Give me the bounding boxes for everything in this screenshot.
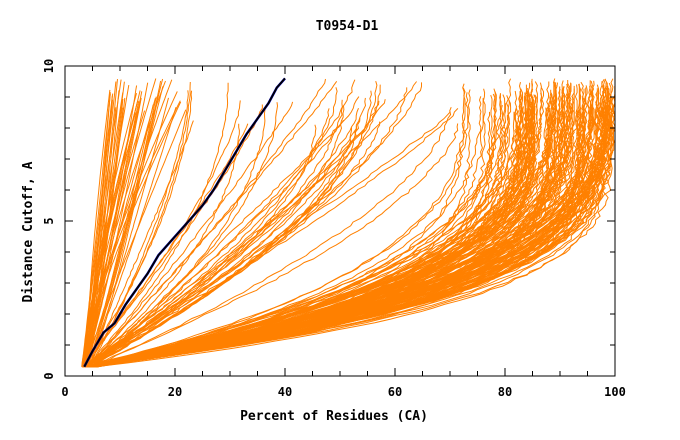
model-line [90,109,266,368]
model-line [88,120,194,367]
model-line [86,79,118,367]
model-line [82,83,465,368]
axis-ticks: 0 20 40 60 80 100 0 5 10 [42,59,626,399]
model-line [89,127,353,368]
model-line [86,81,191,367]
model-line [87,104,154,367]
x-axis-label: Percent of Residues (CA) [240,409,428,424]
model-line [82,104,263,367]
chart-title: T0954-D1 [316,19,379,34]
model-line [83,105,345,368]
x-tick-label: 0 [61,385,68,399]
model-line [86,99,510,368]
model-line [82,93,502,368]
x-tick-label: 60 [388,385,402,399]
y-tick-label: 10 [42,59,56,73]
model-line [93,94,506,368]
model-line [84,96,615,368]
model-line [96,97,608,368]
model-line [90,100,380,368]
model-line [86,123,240,368]
model-line [87,78,326,368]
y-tick-label: 5 [42,217,56,224]
y-axis-label: Distance Cutoff, A [21,161,36,302]
model-line [87,92,469,368]
x-tick-label: 80 [498,385,512,399]
model-line [89,101,294,367]
model-line [81,93,111,367]
model-line [83,96,569,368]
model-line [97,82,542,368]
model-line [87,101,534,368]
model-line [88,109,615,368]
model-line [83,95,581,368]
model-line [83,79,173,367]
model-line [82,112,137,367]
model-line [86,108,359,368]
model-line [95,84,527,368]
highlight-line [83,77,286,368]
model-line [86,82,229,367]
x-tick-label: 40 [278,385,292,399]
model-line [86,108,459,368]
model-line [91,81,417,367]
model-line [82,102,279,368]
model-line [83,124,317,368]
model-line [88,80,162,367]
model-line [92,107,452,368]
model-line [90,109,585,368]
series-lines [81,77,616,368]
model-line [86,97,126,367]
x-tick-label: 20 [168,385,182,399]
model-line [87,83,580,368]
model-line [85,97,169,367]
x-tick-label: 100 [604,385,626,399]
model-line [82,90,193,367]
model-line [85,82,422,368]
model-line [91,107,612,368]
model-line [85,92,529,368]
model-line [91,119,344,368]
model-line [89,80,378,368]
model-line [82,95,113,367]
model-line [85,96,157,367]
model-line [87,79,356,368]
model-line [89,123,459,368]
y-tick-label: 0 [42,372,56,379]
model-line [90,109,580,368]
